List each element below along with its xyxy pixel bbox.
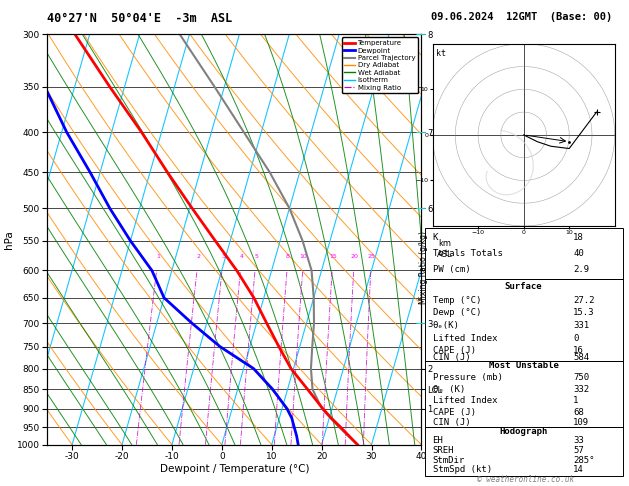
Y-axis label: hPa: hPa (4, 230, 14, 249)
Text: 10: 10 (299, 254, 308, 259)
Text: 584: 584 (573, 353, 589, 362)
Text: Dewp (°C): Dewp (°C) (433, 308, 481, 317)
Bar (425, 228, 623, 279)
Text: Hodograph: Hodograph (499, 427, 548, 435)
Text: 0: 0 (573, 334, 579, 343)
Text: 25: 25 (367, 254, 376, 259)
Text: 109: 109 (573, 418, 589, 428)
Text: 1: 1 (573, 397, 579, 405)
Text: Pressure (mb): Pressure (mb) (433, 373, 503, 382)
Bar (425, 279, 623, 361)
Text: 33: 33 (573, 436, 584, 445)
Text: CAPE (J): CAPE (J) (433, 347, 476, 355)
Text: StmDir: StmDir (433, 456, 465, 465)
Text: 285°: 285° (573, 456, 594, 465)
X-axis label: Dewpoint / Temperature (°C): Dewpoint / Temperature (°C) (160, 464, 309, 474)
Text: CAPE (J): CAPE (J) (433, 408, 476, 417)
Text: 5: 5 (254, 254, 258, 259)
Text: K: K (433, 233, 438, 242)
Text: Surface: Surface (505, 282, 542, 291)
Text: θₑ (K): θₑ (K) (433, 385, 465, 394)
Text: Mixing Ratio (g/kg): Mixing Ratio (g/kg) (419, 231, 428, 304)
Text: 14: 14 (573, 465, 584, 474)
Text: 332: 332 (573, 385, 589, 394)
Text: PW (cm): PW (cm) (433, 265, 470, 274)
Text: 8: 8 (286, 254, 290, 259)
Text: —: — (415, 29, 425, 39)
Text: EH: EH (433, 436, 443, 445)
Text: 16: 16 (573, 347, 584, 355)
Text: θₑ(K): θₑ(K) (433, 321, 459, 330)
Text: 2.9: 2.9 (573, 265, 589, 274)
Bar (425, 361, 623, 427)
Text: 18: 18 (573, 233, 584, 242)
Text: 2: 2 (196, 254, 200, 259)
Text: 40°27'N  50°04'E  -3m  ASL: 40°27'N 50°04'E -3m ASL (47, 12, 233, 25)
Text: 68: 68 (573, 408, 584, 417)
Text: Lifted Index: Lifted Index (433, 334, 497, 343)
Text: —: — (415, 203, 425, 213)
Text: —: — (415, 127, 425, 137)
Text: kt: kt (436, 49, 446, 58)
Text: 331: 331 (573, 321, 589, 330)
Text: SREH: SREH (433, 446, 454, 455)
Text: Totals Totals: Totals Totals (433, 249, 503, 258)
Text: 3: 3 (221, 254, 225, 259)
Text: Most Unstable: Most Unstable (489, 362, 559, 370)
Text: 1: 1 (156, 254, 160, 259)
Text: Lifted Index: Lifted Index (433, 397, 497, 405)
Text: Temp (°C): Temp (°C) (433, 296, 481, 305)
Text: 4: 4 (240, 254, 243, 259)
Text: StmSpd (kt): StmSpd (kt) (433, 465, 492, 474)
Y-axis label: km
ASL: km ASL (437, 240, 453, 259)
Bar (425, 427, 623, 476)
Text: CIN (J): CIN (J) (433, 353, 470, 362)
Text: 40: 40 (573, 249, 584, 258)
Text: 09.06.2024  12GMT  (Base: 00): 09.06.2024 12GMT (Base: 00) (431, 12, 612, 22)
Text: —: — (415, 318, 425, 328)
Text: CIN (J): CIN (J) (433, 418, 470, 428)
Text: 15: 15 (329, 254, 337, 259)
Text: © weatheronline.co.uk: © weatheronline.co.uk (477, 475, 574, 484)
Legend: Temperature, Dewpoint, Parcel Trajectory, Dry Adiabat, Wet Adiabat, Isotherm, Mi: Temperature, Dewpoint, Parcel Trajectory… (342, 37, 418, 93)
Text: 20: 20 (350, 254, 359, 259)
Text: 750: 750 (573, 373, 589, 382)
Text: 57: 57 (573, 446, 584, 455)
Text: 15.3: 15.3 (573, 308, 594, 317)
Text: 27.2: 27.2 (573, 296, 594, 305)
